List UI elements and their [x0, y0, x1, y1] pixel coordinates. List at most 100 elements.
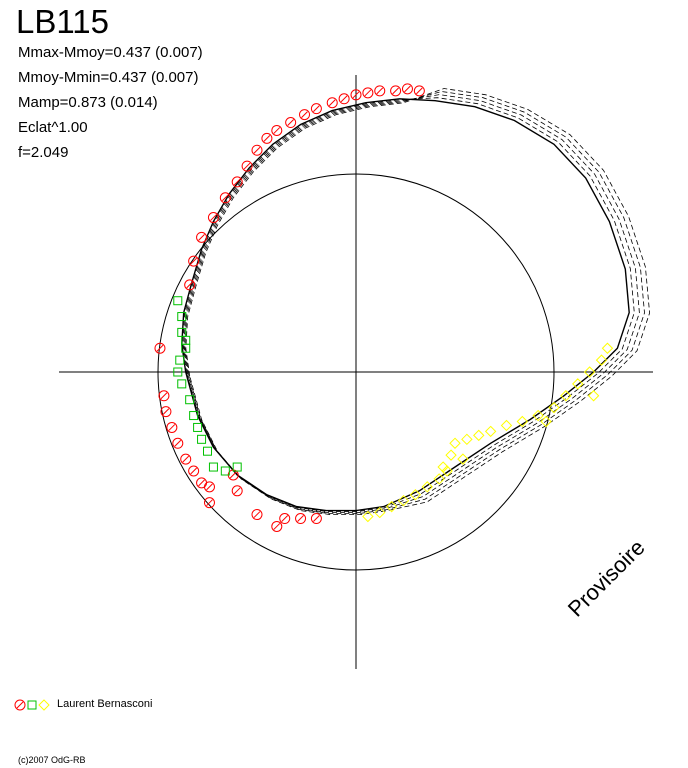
- series-0-point-3: [166, 421, 178, 433]
- series-1-point-10: [197, 434, 207, 444]
- series-2-point-8: [445, 449, 457, 461]
- series-0-point-24-slash: [392, 87, 399, 95]
- series-0-point-34-ring: [295, 513, 307, 525]
- series-1-point-15: [181, 335, 191, 345]
- series-0-point-23-slash: [376, 87, 384, 95]
- series-0-point-21: [350, 89, 362, 101]
- series-0-point-34-slash: [297, 515, 304, 522]
- series-2-point-20: [595, 354, 608, 366]
- series-1-point-0: [173, 296, 183, 306]
- series-0-point-3-slash: [168, 424, 176, 431]
- series-0-point-1: [158, 390, 170, 402]
- series-0-point-22-ring: [362, 87, 374, 99]
- series-0-point-20: [338, 93, 350, 105]
- series-0-point-3-ring: [166, 421, 178, 433]
- series-1-point-9: [193, 422, 203, 432]
- series-0-point-16: [285, 117, 297, 129]
- series-0-point-32-ring: [251, 509, 263, 521]
- series-0-point-7: [188, 255, 200, 267]
- series-0-point-0-ring: [154, 342, 166, 354]
- legend-marker-2: [38, 699, 50, 711]
- series-0-point-19-slash: [328, 99, 336, 107]
- series-0-point-27-ring: [188, 465, 200, 477]
- series-0-point-5-slash: [182, 455, 190, 463]
- series-0-point-19-ring: [326, 97, 338, 109]
- series-0-point-36-ring: [279, 513, 291, 525]
- series-0-point-18-slash: [313, 105, 320, 113]
- series-0-point-30-slash: [229, 471, 237, 479]
- series-0-point-22-slash: [364, 89, 372, 97]
- series-2-point-25: [441, 465, 453, 477]
- series-0-point-25-slash: [404, 85, 411, 93]
- series-0-point-35-ring: [310, 513, 322, 525]
- series-2-point-13: [500, 419, 513, 432]
- series-1-point-1: [177, 312, 187, 322]
- series-0-point-2-ring: [160, 406, 172, 418]
- series-0-point-2: [160, 406, 172, 418]
- series-0-point-21-slash: [352, 91, 360, 99]
- series-0-point-35-slash: [313, 515, 320, 522]
- legend-marker-0-ring: [14, 699, 26, 711]
- series-2-point-0: [362, 510, 374, 523]
- series-2-point-24: [457, 453, 469, 465]
- series-0-point-8-slash: [198, 234, 205, 241]
- fit-curves: [181, 88, 651, 515]
- series-0-point-37-ring: [203, 497, 215, 509]
- series-0-point-26-ring: [413, 85, 425, 97]
- series-0-point-12-slash: [243, 162, 251, 170]
- series-0-point-26-slash: [416, 87, 423, 95]
- fit-curve-1: [182, 97, 635, 512]
- series-0-point-0-slash: [156, 344, 164, 352]
- series-0-point-1-ring: [158, 390, 170, 402]
- series-2-point-17: [560, 390, 572, 402]
- series-2-point-2: [385, 500, 398, 513]
- series-0-point-33-ring: [271, 520, 283, 532]
- series-0-point-17-ring: [299, 109, 311, 121]
- series-0-point-12-ring: [241, 160, 253, 172]
- series-0-point-6-ring: [184, 279, 196, 291]
- series-1-point-7: [185, 395, 195, 405]
- copyright-notice: (c)2007 OdG-RB: [18, 755, 86, 765]
- series-1-point-4: [175, 355, 185, 365]
- series-1-point-12: [208, 462, 218, 472]
- series-0-point-5-ring: [180, 453, 192, 465]
- series-0-point-27: [188, 465, 200, 477]
- stat-mamp: Mamp=0.873 (0.014): [18, 94, 158, 111]
- series-0-point-6-slash: [186, 281, 194, 289]
- series-0-point-13-ring: [251, 144, 263, 156]
- legend-observer-name: Laurent Bernasconi: [57, 698, 153, 710]
- series-2-point-16: [548, 401, 560, 414]
- series-0-point-23: [374, 85, 386, 97]
- series-2-point-3: [397, 494, 410, 507]
- series-0-point-20-slash: [340, 95, 348, 103]
- series-0-point-28: [196, 477, 208, 489]
- series-0-point-17: [299, 109, 311, 121]
- series-0-point-33: [271, 520, 283, 532]
- series-0-point-11: [231, 176, 243, 188]
- series-0-point-21-ring: [350, 89, 362, 101]
- fit-curve-3: [184, 91, 645, 514]
- series-2-point-4: [409, 489, 422, 501]
- series-0-point-32: [251, 509, 263, 521]
- series-0-point-22: [362, 87, 374, 99]
- series-0-point-18-ring: [310, 103, 322, 115]
- series-0-point-0: [154, 342, 166, 354]
- fit-curve-4: [185, 88, 651, 515]
- series-0-point-31-slash: [233, 487, 241, 495]
- series-0-point-4-ring: [172, 437, 184, 449]
- series-0-point-14-slash: [263, 135, 271, 142]
- series-0-point-35: [310, 513, 322, 525]
- series-2-point-12: [484, 425, 497, 438]
- series-0-point-25: [401, 83, 413, 95]
- series-0-point-34: [295, 513, 307, 525]
- legend-markers: [14, 699, 50, 711]
- series-0-point-15: [271, 124, 283, 136]
- series-0-point-11-slash: [233, 178, 241, 186]
- series-0-point-29-ring: [203, 481, 215, 493]
- series-0-point-9-ring: [207, 212, 219, 224]
- series-1-point-8: [189, 411, 199, 421]
- legend-marker-1: [27, 700, 37, 710]
- series-2-point-18: [572, 378, 584, 390]
- series-0-point-14-ring: [261, 132, 273, 144]
- fit-curve-0: [181, 98, 630, 512]
